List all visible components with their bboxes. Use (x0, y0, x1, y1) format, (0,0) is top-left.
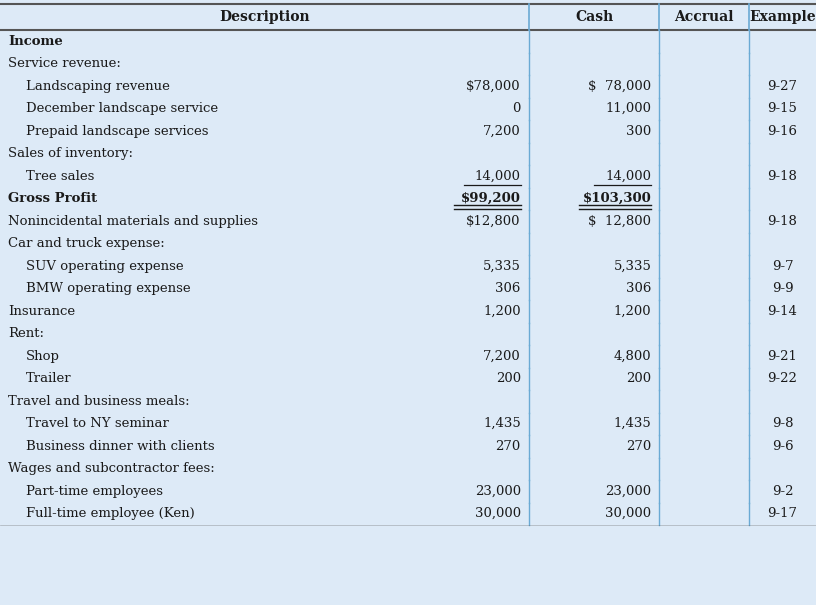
Text: Business dinner with clients: Business dinner with clients (26, 440, 215, 453)
Text: December landscape service: December landscape service (26, 102, 218, 115)
Text: 5,335: 5,335 (483, 260, 521, 273)
Text: Gross Profit: Gross Profit (8, 192, 97, 205)
Text: $78,000: $78,000 (466, 80, 521, 93)
Text: 9-8: 9-8 (772, 417, 793, 430)
Text: 1,200: 1,200 (483, 305, 521, 318)
Text: 9-7: 9-7 (772, 260, 793, 273)
Text: Tree sales: Tree sales (26, 170, 95, 183)
Text: 30,000: 30,000 (475, 507, 521, 520)
Text: Car and truck expense:: Car and truck expense: (8, 237, 165, 250)
Text: 1,435: 1,435 (483, 417, 521, 430)
Text: SUV operating expense: SUV operating expense (26, 260, 184, 273)
Text: 306: 306 (495, 283, 521, 295)
Text: Part-time employees: Part-time employees (26, 485, 163, 498)
Text: BMW operating expense: BMW operating expense (26, 283, 191, 295)
Text: 1,200: 1,200 (614, 305, 651, 318)
Text: Wages and subcontractor fees:: Wages and subcontractor fees: (8, 462, 215, 476)
Text: Prepaid landscape services: Prepaid landscape services (26, 125, 209, 138)
Text: 9-22: 9-22 (768, 372, 797, 385)
Text: 14,000: 14,000 (475, 170, 521, 183)
Text: 9-9: 9-9 (772, 283, 793, 295)
Text: Sales of inventory:: Sales of inventory: (8, 147, 133, 160)
Text: Cash: Cash (575, 10, 613, 24)
Text: 270: 270 (626, 440, 651, 453)
Text: $103,300: $103,300 (583, 192, 651, 205)
Text: 306: 306 (626, 283, 651, 295)
Text: Nonincidental materials and supplies: Nonincidental materials and supplies (8, 215, 258, 227)
Text: 270: 270 (495, 440, 521, 453)
Text: 1,435: 1,435 (614, 417, 651, 430)
Text: Example: Example (749, 10, 816, 24)
Text: 5,335: 5,335 (614, 260, 651, 273)
Text: 9-14: 9-14 (768, 305, 797, 318)
Text: Description: Description (219, 10, 310, 24)
Text: 9-18: 9-18 (768, 215, 797, 227)
Text: Trailer: Trailer (26, 372, 72, 385)
Text: 11,000: 11,000 (605, 102, 651, 115)
Text: 300: 300 (626, 125, 651, 138)
Text: 9-17: 9-17 (768, 507, 797, 520)
Text: 7,200: 7,200 (483, 125, 521, 138)
Text: 9-21: 9-21 (768, 350, 797, 363)
Text: Travel and business meals:: Travel and business meals: (8, 394, 189, 408)
Text: Accrual: Accrual (675, 10, 734, 24)
Text: Travel to NY seminar: Travel to NY seminar (26, 417, 169, 430)
Text: 0: 0 (512, 102, 521, 115)
Text: 200: 200 (495, 372, 521, 385)
Text: 23,000: 23,000 (605, 485, 651, 498)
Text: 9-6: 9-6 (772, 440, 793, 453)
Text: $12,800: $12,800 (466, 215, 521, 227)
Text: 9-27: 9-27 (768, 80, 797, 93)
Text: 30,000: 30,000 (605, 507, 651, 520)
Text: Income: Income (8, 34, 63, 48)
Text: Rent:: Rent: (8, 327, 44, 340)
Text: 23,000: 23,000 (475, 485, 521, 498)
Text: 7,200: 7,200 (483, 350, 521, 363)
Text: 200: 200 (626, 372, 651, 385)
Text: $  78,000: $ 78,000 (588, 80, 651, 93)
Text: Landscaping revenue: Landscaping revenue (26, 80, 170, 93)
Text: 9-18: 9-18 (768, 170, 797, 183)
Text: Insurance: Insurance (8, 305, 75, 318)
Text: $  12,800: $ 12,800 (588, 215, 651, 227)
Text: 9-2: 9-2 (772, 485, 793, 498)
Text: Full-time employee (Ken): Full-time employee (Ken) (26, 507, 195, 520)
Text: 9-16: 9-16 (768, 125, 797, 138)
Text: $99,200: $99,200 (461, 192, 521, 205)
Text: 4,800: 4,800 (614, 350, 651, 363)
Text: 9-15: 9-15 (768, 102, 797, 115)
Text: Service revenue:: Service revenue: (8, 57, 121, 70)
Text: Shop: Shop (26, 350, 60, 363)
Text: 14,000: 14,000 (605, 170, 651, 183)
